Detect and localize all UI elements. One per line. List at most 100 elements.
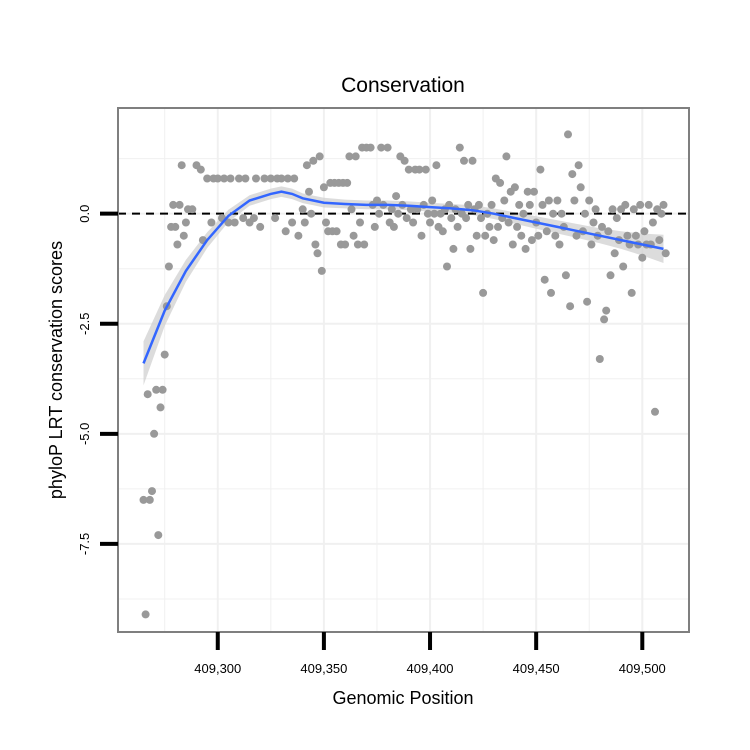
data-point bbox=[538, 200, 547, 209]
data-point bbox=[460, 156, 468, 165]
data-point bbox=[343, 178, 352, 187]
data-point bbox=[551, 231, 560, 240]
data-point bbox=[160, 350, 169, 359]
data-point bbox=[266, 174, 275, 183]
x-axis-title: Genomic Position bbox=[332, 688, 473, 708]
data-point bbox=[651, 407, 659, 416]
data-point bbox=[604, 227, 613, 236]
data-point bbox=[307, 209, 316, 218]
data-point bbox=[235, 174, 243, 183]
data-point bbox=[298, 205, 307, 214]
x-tick-label: 409,450 bbox=[513, 661, 560, 676]
data-point bbox=[530, 187, 538, 196]
data-point bbox=[349, 231, 358, 240]
x-tick-label: 409,350 bbox=[300, 661, 347, 676]
data-point bbox=[449, 244, 458, 253]
data-point bbox=[648, 218, 657, 227]
data-point bbox=[574, 161, 583, 170]
data-point bbox=[608, 205, 617, 214]
data-point bbox=[277, 174, 286, 183]
data-point bbox=[288, 218, 297, 227]
data-point bbox=[417, 231, 426, 240]
data-point bbox=[315, 152, 324, 161]
data-point bbox=[655, 236, 664, 245]
data-point bbox=[466, 244, 475, 253]
data-point bbox=[479, 288, 488, 297]
data-point bbox=[519, 209, 528, 218]
data-point bbox=[281, 227, 290, 236]
data-point bbox=[319, 183, 328, 192]
data-point bbox=[549, 209, 558, 218]
data-point bbox=[305, 187, 313, 196]
data-point bbox=[487, 200, 496, 209]
data-point bbox=[504, 218, 513, 227]
data-point bbox=[572, 231, 581, 240]
data-point bbox=[207, 218, 216, 227]
data-point bbox=[621, 200, 630, 209]
data-point bbox=[356, 218, 364, 227]
data-point bbox=[485, 222, 494, 231]
data-point bbox=[196, 165, 205, 174]
data-point bbox=[169, 200, 178, 209]
data-point bbox=[513, 222, 522, 231]
data-point bbox=[239, 214, 248, 223]
data-point bbox=[510, 183, 519, 192]
data-point bbox=[173, 240, 182, 249]
data-point bbox=[640, 227, 649, 236]
data-point bbox=[508, 240, 517, 249]
data-point bbox=[553, 196, 562, 205]
data-point bbox=[220, 174, 229, 183]
data-point bbox=[534, 231, 543, 240]
data-point bbox=[249, 214, 258, 223]
data-point bbox=[468, 156, 477, 165]
data-point bbox=[430, 209, 439, 218]
y-axis-ticks: 0.0 -2.5 -5.0 -7.5 bbox=[77, 205, 118, 555]
data-point bbox=[432, 161, 441, 170]
data-point bbox=[566, 302, 575, 311]
data-point bbox=[455, 143, 464, 152]
data-point bbox=[415, 165, 424, 174]
data-point bbox=[610, 249, 619, 258]
data-point bbox=[496, 178, 505, 187]
data-point bbox=[177, 161, 186, 170]
data-point bbox=[500, 196, 509, 205]
data-point bbox=[623, 231, 632, 240]
data-point bbox=[644, 200, 653, 209]
data-point bbox=[188, 205, 197, 214]
data-point bbox=[659, 200, 668, 209]
data-point bbox=[156, 403, 165, 412]
data-point bbox=[523, 187, 532, 196]
data-point bbox=[322, 218, 330, 227]
data-point bbox=[587, 240, 596, 249]
y-axis-title: phyloP LRT conservation scores bbox=[46, 241, 66, 499]
data-point bbox=[370, 222, 379, 231]
x-tick-label: 409,300 bbox=[194, 661, 241, 676]
data-point bbox=[472, 231, 481, 240]
data-point bbox=[181, 218, 190, 227]
data-point bbox=[544, 196, 553, 205]
data-point bbox=[302, 161, 311, 170]
y-tick-label: -2.5 bbox=[77, 313, 92, 335]
data-point bbox=[164, 262, 173, 271]
data-point bbox=[585, 196, 594, 205]
data-point bbox=[619, 262, 628, 271]
data-point bbox=[570, 196, 579, 205]
data-point bbox=[542, 227, 551, 236]
data-point bbox=[141, 610, 150, 619]
data-point bbox=[409, 218, 418, 227]
data-point bbox=[631, 231, 640, 240]
data-point bbox=[474, 200, 483, 209]
data-point bbox=[311, 240, 320, 249]
data-point bbox=[438, 227, 447, 236]
data-point bbox=[568, 170, 577, 179]
panel-background bbox=[118, 108, 689, 632]
data-point bbox=[145, 495, 154, 504]
data-point bbox=[271, 214, 280, 223]
data-point bbox=[175, 200, 184, 209]
data-point bbox=[591, 205, 600, 214]
data-point bbox=[150, 429, 159, 438]
chart-title: Conservation bbox=[341, 74, 465, 97]
data-point bbox=[203, 174, 212, 183]
data-point bbox=[629, 205, 638, 214]
data-point bbox=[581, 209, 589, 218]
